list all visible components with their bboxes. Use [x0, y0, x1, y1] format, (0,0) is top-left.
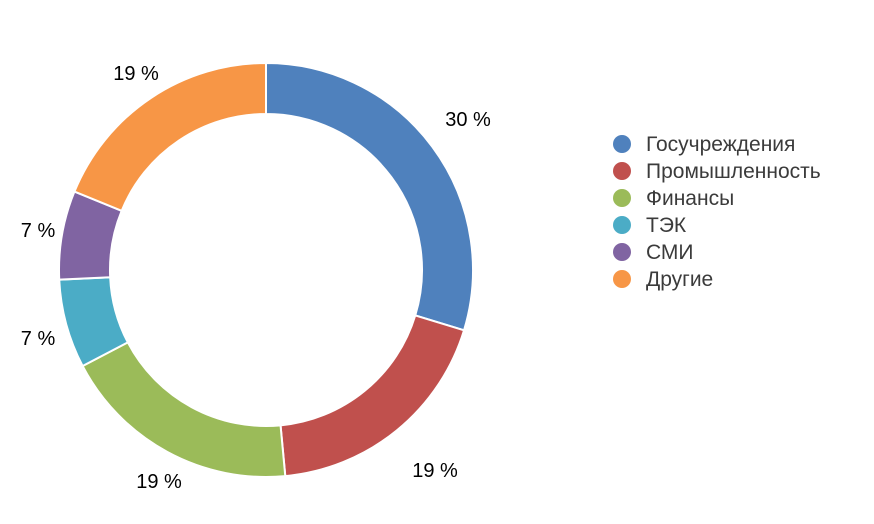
- legend-item-промышленность: Промышленность: [613, 160, 821, 183]
- legend-item-другие: Другие: [613, 268, 713, 291]
- data-label-финансы: 19 %: [136, 471, 182, 493]
- legend-label-промышленность: Промышленность: [646, 160, 821, 183]
- legend-label-сми: СМИ: [646, 241, 694, 264]
- legend-item-финансы: Финансы: [613, 187, 734, 210]
- legend-item-тэк: ТЭК: [613, 214, 687, 237]
- legend-label-другие: Другие: [646, 268, 713, 291]
- legend-marker-сми: [613, 243, 631, 261]
- data-label-сми: 7 %: [21, 220, 56, 242]
- slice-промышленность: [279, 314, 466, 478]
- data-label-госучреждения: 30 %: [445, 109, 491, 131]
- legend-marker-госучреждения: [613, 135, 631, 153]
- slice-госучреждения: [265, 61, 474, 332]
- legend-item-сми: СМИ: [613, 241, 694, 264]
- chart-legend: Госучреждения Промышленность Финансы ТЭК СМИ…: [613, 133, 821, 291]
- donut-slices: [58, 61, 474, 478]
- legend-marker-другие: [613, 270, 631, 288]
- legend-item-госучреждения: Госучреждения: [613, 133, 795, 156]
- data-label-другие: 19 %: [113, 63, 159, 85]
- percentage-labels: 30 % 19 % 19 % 7 % 7 % 19 %: [21, 63, 491, 493]
- slice-другие: [73, 61, 267, 213]
- legend-marker-тэк: [613, 216, 631, 234]
- data-label-промышленность: 19 %: [412, 460, 458, 482]
- slice-финансы: [81, 340, 287, 478]
- legend-label-тэк: ТЭК: [646, 214, 687, 237]
- legend-marker-финансы: [613, 189, 631, 207]
- legend-marker-промышленность: [613, 162, 631, 180]
- data-label-тэк: 7 %: [21, 328, 56, 350]
- legend-label-госучреждения: Госучреждения: [646, 133, 795, 156]
- legend-label-финансы: Финансы: [646, 187, 734, 210]
